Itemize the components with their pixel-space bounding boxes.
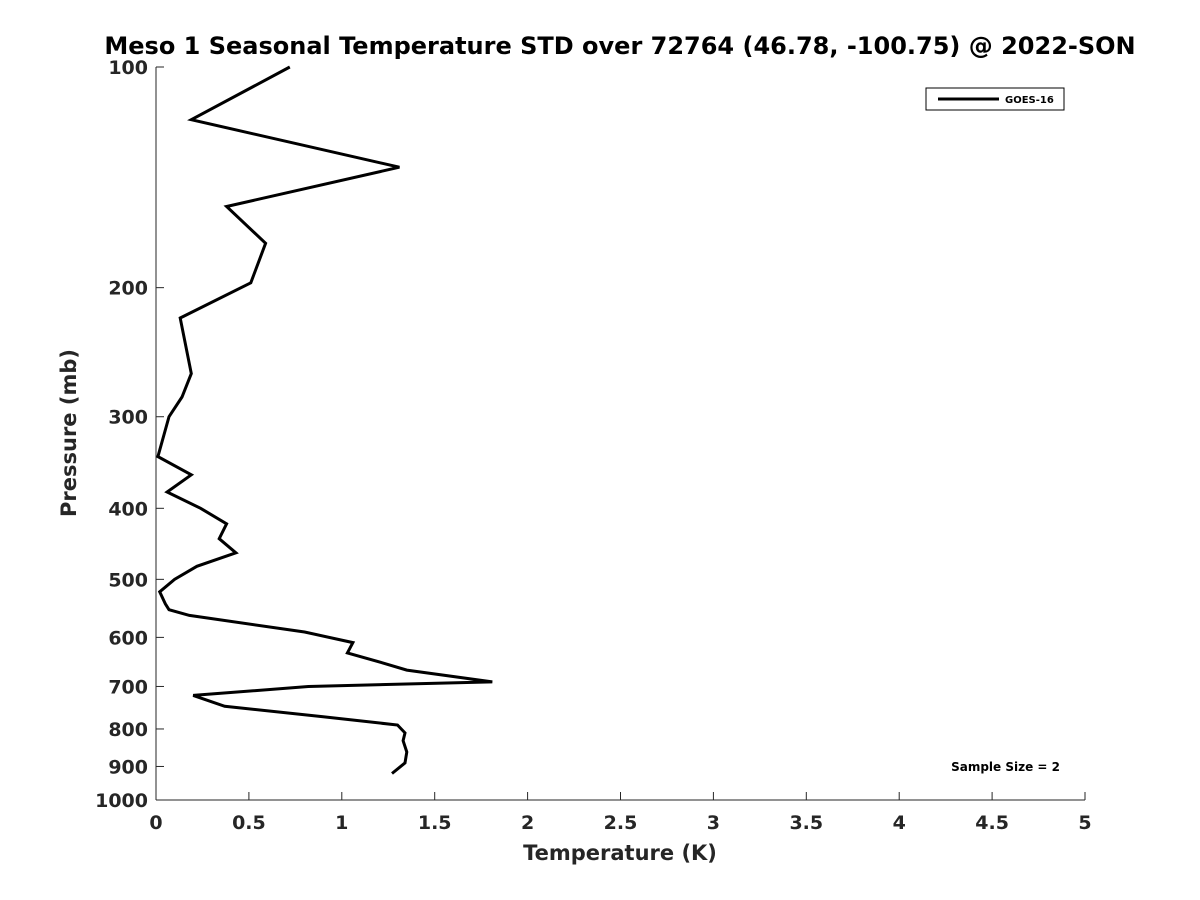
x-tick-label: 0.5 <box>232 812 266 834</box>
x-tick-label: 3 <box>707 812 720 834</box>
x-tick-label: 3.5 <box>789 812 823 834</box>
y-tick-label: 500 <box>108 569 148 591</box>
sample-size-annotation: Sample Size = 2 <box>951 760 1060 774</box>
y-axis-label: Pressure (mb) <box>57 349 81 517</box>
y-tick-label: 600 <box>108 627 148 649</box>
x-tick-label: 2.5 <box>604 812 638 834</box>
y-tick-label: 700 <box>108 676 148 698</box>
y-tick-label: 200 <box>108 278 148 300</box>
y-tick-label: 800 <box>108 719 148 741</box>
y-tick-label: 300 <box>108 407 148 429</box>
y-tick-label: 1000 <box>95 790 148 812</box>
y-ticks: 100 200 300 400 500 600 700 800 900 1000 <box>95 57 164 812</box>
series-layer <box>156 65 493 775</box>
legend: GOES-16 <box>925 87 1065 111</box>
x-axis-label: Temperature (K) <box>523 841 717 865</box>
legend-label-goes16: GOES-16 <box>1005 95 1054 106</box>
y-tick-label: 100 <box>108 57 148 79</box>
x-tick-label: 2 <box>521 812 534 834</box>
series-line-goes16 <box>156 65 493 775</box>
x-tick-label: 4.5 <box>975 812 1009 834</box>
x-tick-label: 4 <box>893 812 906 834</box>
x-tick-label: 0 <box>149 812 162 834</box>
x-tick-label: 1.5 <box>418 812 452 834</box>
x-ticks: 0 0.5 1 1.5 2 2.5 3 3.5 4 4.5 5 <box>149 792 1092 834</box>
x-tick-label: 1 <box>335 812 348 834</box>
y-tick-label: 900 <box>108 756 148 778</box>
x-tick-label: 5 <box>1078 812 1091 834</box>
y-tick-label: 400 <box>108 498 148 520</box>
chart-title: Meso 1 Seasonal Temperature STD over 727… <box>104 32 1135 60</box>
